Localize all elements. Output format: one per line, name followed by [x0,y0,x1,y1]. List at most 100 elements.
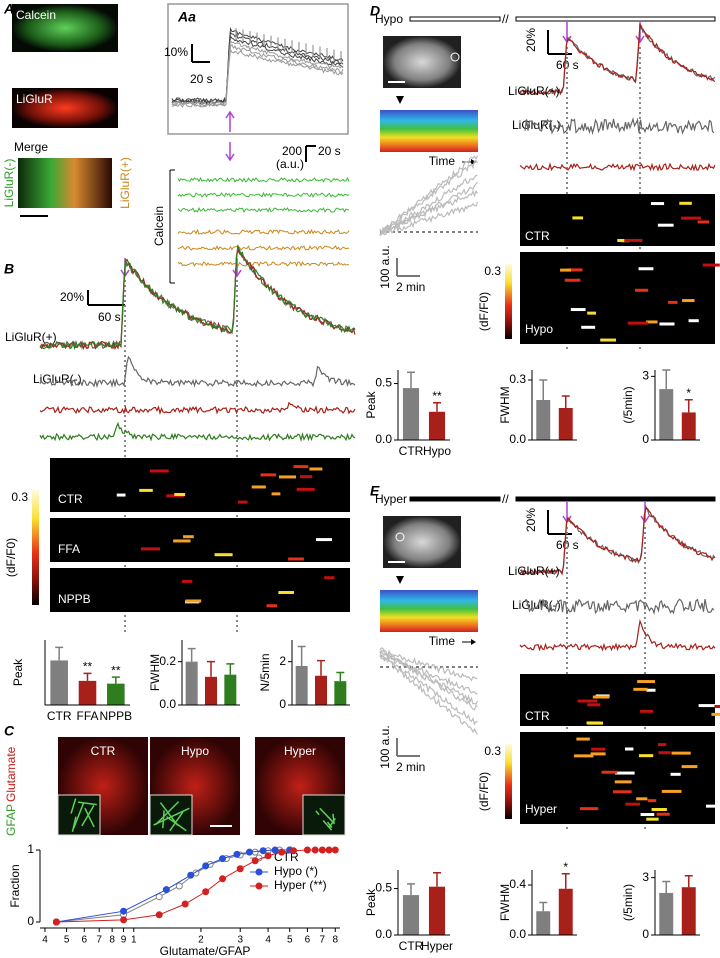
raster-event [174,492,186,496]
point [202,888,210,896]
trace [379,654,478,726]
error-bar [226,663,235,675]
y-tick-label: 0.4 [509,877,526,891]
raster-event [671,751,691,755]
y-tick-label: 0.0 [159,697,176,711]
bar [334,681,347,705]
raster-event [624,238,643,242]
trace [177,206,350,214]
x-tick-label: 6 [305,935,311,946]
point [120,907,128,915]
raster-event [681,216,702,220]
point [331,846,339,854]
y-tick-label: 0.3 [509,372,526,386]
raster-event [657,743,667,747]
label: LiGluR(+) [508,84,560,98]
point [325,846,333,854]
trace [379,647,478,711]
inset-fiber [72,802,85,829]
raster-event [587,703,601,707]
point [202,862,210,870]
error-bar [336,671,345,682]
raster-event [614,771,635,775]
x-tick-label: Hyper [421,939,453,953]
raster-event [271,492,281,496]
point [52,918,60,926]
label: 20 s [190,72,213,86]
image [383,516,461,568]
inset-fiber [315,810,320,816]
bar [50,660,68,705]
label: CTR [525,709,550,723]
label: Hyper [284,744,316,758]
condition-bar [409,16,501,22]
panel-label: E [370,483,380,499]
y-axis-label: (/5min) [621,884,635,921]
raster-event [573,754,594,758]
label: CTR [525,229,550,243]
raster-event [697,220,710,224]
raster-event [564,278,581,282]
trace [524,117,715,136]
label: Time [429,634,456,648]
label: 20% [60,290,84,304]
inset-fiber [166,816,187,832]
arrow-head [232,269,242,278]
point [233,850,241,858]
raster-event [625,802,640,806]
y-tick-label: 0.5 [375,376,392,390]
raster-event [638,754,654,758]
bar [402,895,420,935]
trace [519,619,716,652]
error-bar [662,369,671,390]
bar [78,680,97,705]
raster-event [587,311,596,315]
point [162,886,170,894]
bar [402,388,420,440]
y-tick-label: 2 [279,654,286,668]
roi [450,52,460,62]
x-tick-label: NPPB [99,709,132,723]
x-tick-label: Hypo [423,444,451,458]
trace [177,261,350,268]
y-tick-label: 1 [27,842,34,856]
point [303,846,311,854]
y-axis-label: Peak [364,390,378,418]
error-bar [433,872,441,887]
error-bar [111,676,120,684]
point [236,865,244,873]
inset-fiber [70,798,77,814]
raster-event [315,538,333,542]
raster-event [577,699,598,703]
bar [681,412,696,440]
y-tick-label: 0 [642,927,649,941]
x-tick-label: 6 [81,935,87,946]
raster-event [309,467,323,471]
raster-event [640,813,655,817]
trace [519,507,715,576]
raster-event [600,338,617,342]
image [18,158,112,208]
label: Hyper [375,492,407,506]
significance: * [563,860,568,874]
inset-fiber [169,811,184,832]
label: (a.u.) [276,157,304,171]
y-axis-label: FWHM [498,884,512,921]
raster-box [50,568,350,612]
trace [379,155,479,236]
point [264,852,272,860]
label: Time [429,154,456,168]
y-tick-label: 3 [642,369,649,383]
error-bar [407,883,415,896]
point [311,846,319,854]
raster-box [50,518,350,562]
trace [177,191,350,199]
y-axis-label: Peak [11,658,25,686]
raster-event [646,817,659,821]
raster-event [657,223,674,227]
raster-event [581,325,596,329]
trace [379,649,478,682]
trace [379,201,479,236]
raster-event [570,308,586,312]
